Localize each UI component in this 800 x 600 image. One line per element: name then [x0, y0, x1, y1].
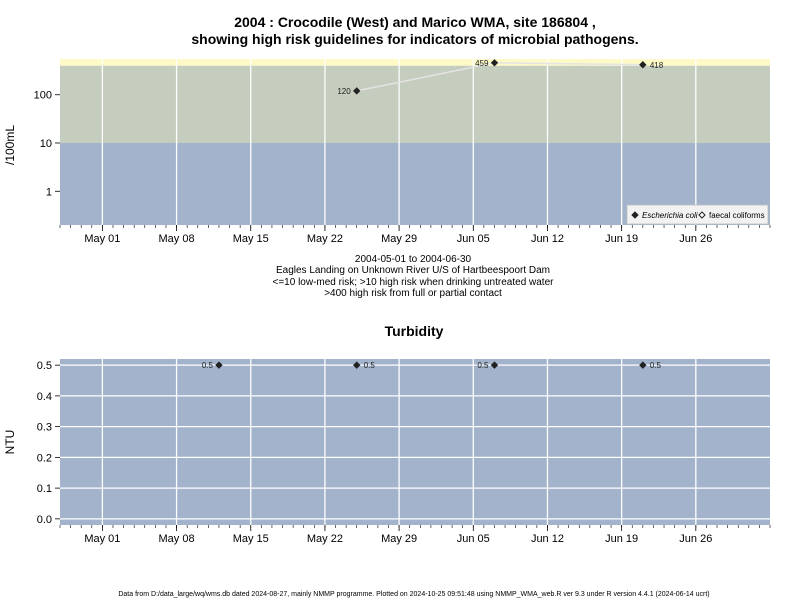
chart-title-line-1: 2004 : Crocodile (West) and Marico WMA, …	[234, 14, 596, 30]
legend-ecoli-marker	[631, 211, 639, 219]
x-tick-label: Jun 19	[605, 233, 638, 245]
y-tick-label: 10	[40, 138, 52, 150]
x-tick-label: May 08	[159, 533, 195, 545]
risk-band	[60, 59, 770, 66]
x-tick-label: May 22	[307, 533, 343, 545]
turbidity-data-label: 0.5	[477, 361, 489, 370]
y-tick-label: 0.2	[37, 452, 52, 464]
date-range-note: 2004-05-01 to 2004-06-30	[355, 254, 472, 265]
x-tick-label: Jun 05	[457, 233, 490, 245]
turbidity-data-point	[353, 361, 361, 369]
chart-title-line-2: showing high risk guidelines for indicat…	[191, 31, 638, 47]
turbidity-data-point	[490, 361, 499, 369]
data-source-footer: Data from D:/data_large/wq/wms.db dated …	[118, 591, 709, 598]
turbidity-panel: 0.0 0.1 0.2 0.3 0.4 0.5 May 01 May 08 May 15 May …	[37, 359, 771, 545]
x-tick-label: May 22	[307, 233, 343, 245]
y-tick-label: 0.4	[37, 391, 52, 403]
plot-background	[60, 359, 770, 525]
x-tick-label: May 15	[233, 533, 269, 545]
legend-box	[626, 204, 769, 225]
turbidity-title: Turbidity	[385, 323, 444, 339]
legend-faecal-label: faecal coliforms	[709, 211, 765, 220]
turbidity-data-label: 0.5	[650, 361, 662, 370]
ecoli-data-point	[639, 61, 647, 69]
risk-band	[60, 65, 770, 143]
turbidity-data-point	[639, 361, 647, 369]
y-tick-label: 0.5	[37, 360, 52, 372]
x-tick-label: May 01	[84, 233, 120, 245]
microbial-panel: 1 10 100 May 01 May 08 May 15 May 22 May 29 Jun …	[34, 59, 771, 245]
x-tick-label: Jun 05	[457, 533, 490, 545]
x-tick-label: May 08	[159, 233, 195, 245]
ecoli-data-label: 120	[337, 87, 351, 96]
ecoli-data-label: 418	[650, 61, 664, 70]
site-description-note: Eagles Landing on Unknown River U/S of H…	[276, 265, 550, 276]
x-tick-label: May 15	[233, 233, 269, 245]
y-tick-label: 0.0	[37, 514, 52, 526]
x-tick-label: May 29	[381, 233, 417, 245]
x-tick-label: Jun 26	[679, 533, 712, 545]
y-tick-label: 0.1	[37, 483, 52, 495]
legend-ecoli-label: Escherichia coli	[642, 211, 698, 220]
ecoli-data-label: 459	[475, 59, 489, 68]
turbidity-data-label: 0.5	[364, 361, 376, 370]
turbidity-y-axis-label: NTU	[3, 430, 17, 455]
risk-guideline-note-1: <=10 low-med risk; >10 high risk when dr…	[273, 277, 555, 288]
y-tick-label: 100	[34, 90, 52, 102]
x-tick-label: Jun 26	[679, 233, 712, 245]
ecoli-data-point	[353, 87, 361, 95]
x-tick-label: Jun 12	[531, 533, 564, 545]
turbidity-data-point	[215, 361, 223, 369]
y-tick-label: 0.3	[37, 422, 52, 434]
x-tick-label: May 01	[84, 533, 120, 545]
y-tick-label: 1	[46, 186, 52, 198]
ecoli-data-point	[490, 59, 499, 67]
turbidity-data-label: 0.5	[202, 361, 214, 370]
x-tick-label: May 29	[381, 533, 417, 545]
microbial-y-axis-label: /100mL	[3, 125, 17, 165]
x-tick-label: Jun 12	[531, 233, 564, 245]
risk-guideline-note-2: >400 high risk from full or partial cont…	[324, 288, 502, 299]
legend-faecal-marker	[698, 211, 706, 219]
x-tick-label: Jun 19	[605, 533, 638, 545]
